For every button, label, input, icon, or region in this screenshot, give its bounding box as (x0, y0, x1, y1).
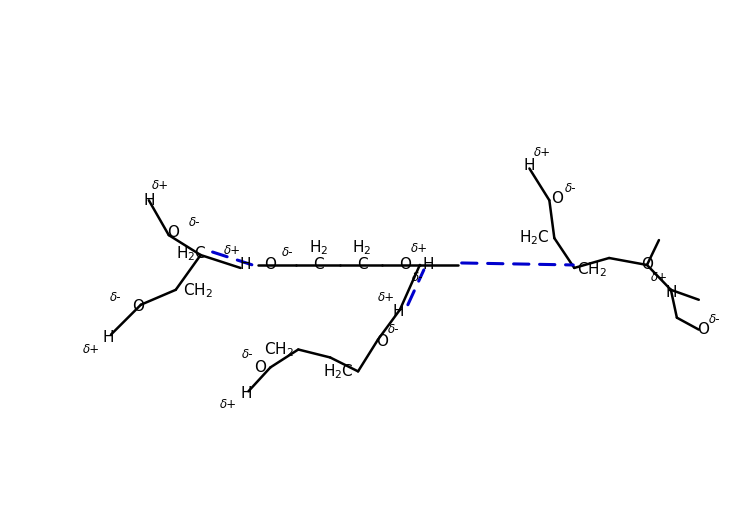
Text: CH$_2$: CH$_2$ (577, 261, 607, 279)
Text: O: O (641, 258, 653, 272)
Text: O: O (697, 322, 709, 337)
Text: H: H (241, 386, 252, 401)
Text: O: O (254, 360, 266, 375)
Text: H: H (143, 193, 155, 208)
Text: δ+: δ+ (650, 271, 667, 284)
Text: H: H (665, 285, 677, 300)
Text: H: H (239, 258, 251, 272)
Text: δ+: δ+ (220, 398, 237, 411)
Text: H$_2$C: H$_2$C (518, 229, 549, 247)
Text: δ-: δ- (388, 323, 399, 336)
Text: O: O (399, 258, 411, 272)
Text: δ+: δ+ (378, 291, 394, 304)
Text: O: O (551, 191, 563, 206)
Text: δ+: δ+ (224, 244, 241, 256)
Text: H$_2$C: H$_2$C (176, 245, 206, 263)
Text: δ+: δ+ (153, 179, 169, 192)
Text: δ-: δ- (412, 271, 423, 284)
Text: H: H (422, 258, 434, 272)
Text: H$_2$: H$_2$ (309, 238, 328, 258)
Text: δ+: δ+ (82, 343, 99, 356)
Text: C: C (357, 258, 367, 272)
Text: O: O (376, 334, 388, 349)
Text: H$_2$: H$_2$ (352, 238, 372, 258)
Text: H$_2$C: H$_2$C (323, 362, 354, 381)
Text: δ-: δ- (565, 182, 577, 195)
Text: δ-: δ- (709, 313, 720, 326)
Text: H: H (102, 330, 114, 345)
Text: CH$_2$: CH$_2$ (183, 282, 212, 300)
Text: δ+: δ+ (534, 146, 551, 159)
Text: δ-: δ- (109, 291, 121, 304)
Text: C: C (313, 258, 324, 272)
Text: δ-: δ- (242, 348, 254, 361)
Text: H: H (392, 304, 404, 319)
Text: O: O (132, 299, 144, 314)
Text: O: O (167, 225, 179, 240)
Text: δ+: δ+ (411, 242, 429, 254)
Text: δ-: δ- (282, 246, 294, 259)
Text: CH$_2$: CH$_2$ (264, 340, 294, 359)
Text: δ-: δ- (188, 216, 200, 229)
Text: O: O (264, 258, 277, 272)
Text: H: H (524, 158, 535, 173)
